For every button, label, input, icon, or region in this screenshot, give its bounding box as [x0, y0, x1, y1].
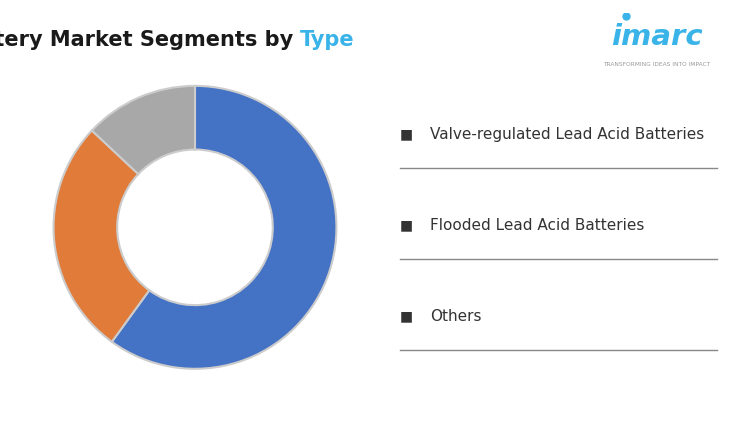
Text: TRANSFORMING IDEAS INTO IMPACT: TRANSFORMING IDEAS INTO IMPACT: [603, 62, 710, 67]
Text: Flooded Lead Acid Batteries: Flooded Lead Acid Batteries: [430, 218, 645, 233]
Text: imarc: imarc: [611, 23, 703, 51]
Text: Valve-regulated Lead Acid Batteries: Valve-regulated Lead Acid Batteries: [430, 127, 705, 142]
Text: ■: ■: [400, 128, 413, 142]
Text: ■: ■: [400, 309, 413, 324]
Text: Type: Type: [300, 30, 355, 50]
Text: Submarine Battery Market Segments by: Submarine Battery Market Segments by: [0, 30, 300, 50]
Wedge shape: [112, 86, 337, 369]
Wedge shape: [92, 86, 195, 174]
Wedge shape: [53, 131, 149, 342]
Text: ■: ■: [400, 218, 413, 233]
Text: Others: Others: [430, 309, 482, 324]
